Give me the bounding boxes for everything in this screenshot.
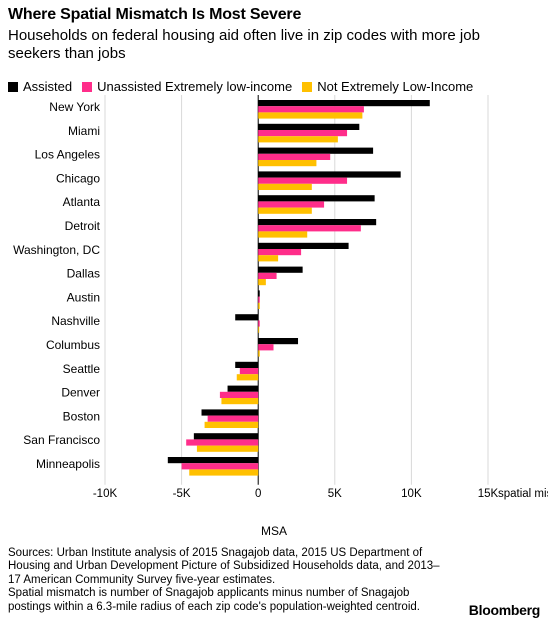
bar-unassisted-extremely-low-income-15	[181, 463, 259, 470]
bar-assisted-2	[258, 147, 374, 154]
bar-not-extremely-low-income-3	[258, 183, 312, 190]
bar-unassisted-extremely-low-income-10	[258, 344, 274, 351]
category-label: Miami	[68, 124, 100, 138]
category-label: Denver	[61, 386, 100, 400]
x-tick-label: 15K	[478, 488, 499, 500]
bar-not-extremely-low-income-7	[258, 279, 266, 286]
legend-item-assisted: Assisted	[8, 79, 72, 94]
legend-label-assisted: Assisted	[23, 79, 73, 94]
bar-unassisted-extremely-low-income-3	[258, 177, 348, 184]
bar-unassisted-extremely-low-income-4	[258, 201, 325, 208]
bar-assisted-10	[258, 338, 299, 345]
x-axis-title: spatial mismatch	[498, 488, 548, 500]
category-label: Seattle	[63, 362, 101, 376]
category-label: New York	[49, 100, 101, 114]
legend: Assisted Unassisted Extremely low-income…	[8, 79, 483, 94]
bar-unassisted-extremely-low-income-8	[258, 296, 260, 303]
bar-unassisted-extremely-low-income-1	[258, 130, 348, 137]
bar-unassisted-extremely-low-income-5	[258, 225, 361, 232]
bar-unassisted-extremely-low-income-9	[258, 320, 260, 327]
bar-not-extremely-low-income-15	[189, 469, 259, 476]
bar-unassisted-extremely-low-income-0	[258, 106, 364, 113]
chart-notes: Sources: Urban Institute analysis of 201…	[8, 547, 448, 614]
category-label: Minneapolis	[36, 457, 100, 471]
bar-assisted-1	[258, 123, 360, 130]
x-tick-label: 0	[255, 488, 261, 500]
x-tick-label: -10K	[93, 488, 118, 500]
chart-title: Where Spatial Mismatch Is Most Severe	[8, 6, 302, 23]
bar-unassisted-extremely-low-income-6	[258, 249, 302, 256]
x-tick-label: 5K	[328, 488, 342, 500]
bar-assisted-11	[235, 361, 259, 368]
bar-assisted-5	[258, 219, 377, 226]
legend-swatch-unassisted	[82, 81, 93, 92]
bar-unassisted-extremely-low-income-7	[258, 272, 277, 279]
category-label: Chicago	[56, 171, 100, 185]
category-label: Columbus	[46, 338, 100, 352]
bar-not-extremely-low-income-13	[204, 421, 259, 428]
category-label: Nashville	[51, 314, 100, 328]
bar-unassisted-extremely-low-income-13	[207, 415, 259, 422]
bar-not-extremely-low-income-2	[258, 160, 317, 167]
bar-chart: New York Miami Los Angeles Chicago Atlanta De…	[13, 95, 548, 500]
bar-unassisted-extremely-low-income-14	[186, 439, 259, 446]
legend-item-unassisted: Unassisted Extremely low-income	[82, 79, 292, 94]
bar-assisted-0	[258, 100, 430, 107]
legend-swatch-not-extremely-low	[302, 81, 313, 92]
bar-unassisted-extremely-low-income-11	[239, 368, 259, 375]
bar-assisted-12	[227, 385, 259, 392]
bar-assisted-14	[193, 433, 259, 440]
bar-assisted-4	[258, 195, 375, 202]
legend-label-unassisted: Unassisted Extremely low-income	[97, 79, 293, 94]
legend-label-not-extremely-low: Not Extremely Low-Income	[317, 79, 474, 94]
legend-item-not-extremely-low: Not Extremely Low-Income	[302, 79, 473, 94]
bar-assisted-6	[258, 242, 349, 249]
category-label: Austin	[67, 290, 100, 304]
bar-assisted-15	[167, 457, 259, 464]
definition-note: Spatial mismatch is number of Snagajob a…	[8, 587, 420, 613]
bar-not-extremely-low-income-5	[258, 231, 308, 238]
bar-not-extremely-low-income-9	[258, 326, 260, 333]
category-label: Los Angeles	[35, 148, 100, 162]
category-label: San Francisco	[23, 433, 100, 447]
bar-assisted-7	[258, 266, 303, 273]
bar-not-extremely-low-income-12	[221, 398, 259, 405]
category-label: Detroit	[65, 219, 101, 233]
x-tick-label: -5K	[173, 488, 191, 500]
category-label: Boston	[63, 409, 100, 423]
bar-not-extremely-low-income-14	[196, 445, 259, 452]
bar-not-extremely-low-income-1	[258, 136, 338, 143]
x-tick-label: 10K	[401, 488, 422, 500]
bar-not-extremely-low-income-8	[258, 302, 260, 309]
chart-subtitle: Households on federal housing aid often …	[8, 27, 480, 62]
legend-swatch-assisted	[8, 81, 18, 92]
bloomberg-logo: Bloomberg	[468, 602, 541, 618]
bar-assisted-8	[258, 290, 260, 297]
bar-unassisted-extremely-low-income-2	[258, 153, 331, 160]
category-label: Atlanta	[63, 195, 101, 209]
bar-not-extremely-low-income-4	[258, 207, 312, 214]
category-label: Dallas	[67, 267, 100, 281]
category-label: Washington, DC	[13, 243, 100, 257]
y-axis-title: MSA	[260, 524, 287, 538]
bar-assisted-3	[258, 171, 401, 178]
sources-note: Sources: Urban Institute analysis of 201…	[8, 547, 440, 586]
bar-not-extremely-low-income-6	[258, 255, 279, 262]
bar-assisted-9	[235, 314, 259, 321]
bar-assisted-13	[201, 409, 259, 416]
bar-not-extremely-low-income-0	[258, 112, 363, 119]
bar-not-extremely-low-income-10	[258, 350, 260, 357]
bar-unassisted-extremely-low-income-12	[219, 391, 259, 398]
bar-not-extremely-low-income-11	[236, 374, 259, 381]
